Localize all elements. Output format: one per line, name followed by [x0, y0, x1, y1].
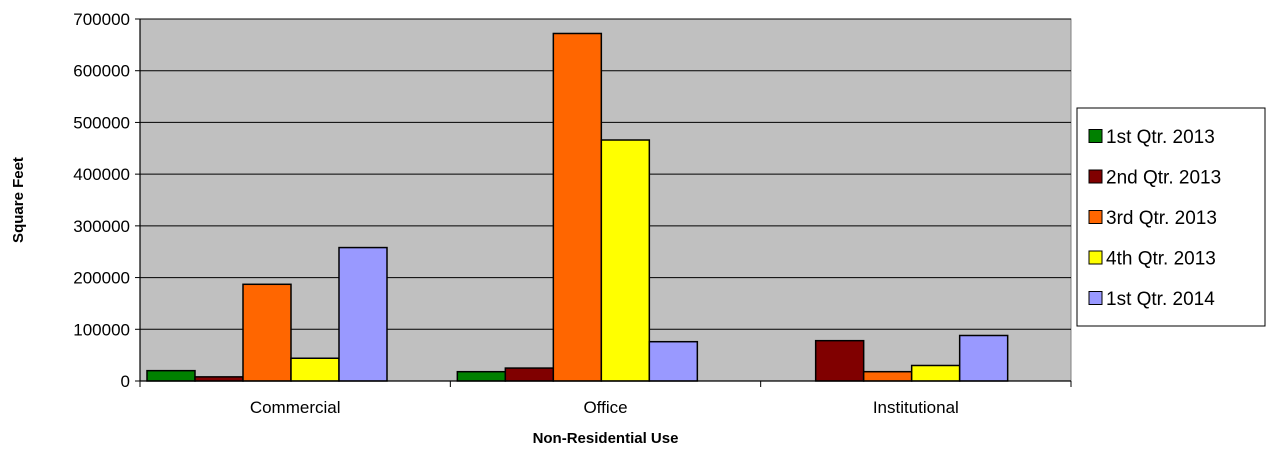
bar	[338, 246, 388, 382]
y-tick-label: 200000	[73, 269, 130, 288]
x-tick-label: Office	[583, 398, 627, 417]
legend-label: 1st Qtr. 2014	[1106, 289, 1215, 310]
legend-item: 3rd Qtr. 2013	[1088, 208, 1217, 229]
bar	[504, 367, 555, 382]
x-axis-title: Non-Residential Use	[533, 430, 679, 447]
legend-item: 2nd Qtr. 2013	[1088, 168, 1221, 189]
legend-swatch	[1088, 291, 1103, 305]
legend-swatch	[1088, 250, 1103, 265]
y-tick-label: 500000	[73, 113, 130, 132]
x-tick-label: Institutional	[873, 398, 959, 417]
bar	[648, 340, 699, 382]
plot-area	[135, 18, 1072, 387]
bar	[242, 283, 292, 382]
legend-label: 2nd Qtr. 2013	[1106, 168, 1221, 189]
bar	[814, 339, 865, 382]
bars	[146, 32, 1009, 382]
x-tick-label: Commercial	[250, 398, 341, 417]
bar	[958, 334, 1009, 382]
legend-label: 4th Qtr. 2013	[1106, 249, 1216, 270]
x-axis-tick-labels: Commercial Office Institutional	[250, 398, 959, 417]
legend-swatch	[1088, 169, 1103, 184]
bar	[600, 139, 651, 382]
bar	[146, 369, 196, 382]
y-tick-label: 300000	[73, 217, 130, 236]
legend-item: 1st Qtr. 2014	[1088, 289, 1215, 310]
legend-item: 1st Qtr. 2013	[1088, 127, 1215, 148]
bar	[290, 357, 340, 382]
legend-label: 3rd Qtr. 2013	[1106, 208, 1217, 229]
legend-box	[1076, 107, 1266, 327]
axes	[135, 18, 1072, 387]
legend-item: 4th Qtr. 2013	[1088, 249, 1216, 270]
y-tick-label: 0	[121, 372, 130, 391]
y-tick-label: 400000	[73, 165, 130, 184]
bar	[194, 376, 244, 382]
y-tick-label: 600000	[73, 62, 130, 81]
legend-label: 1st Qtr. 2013	[1106, 127, 1215, 148]
bar	[456, 370, 507, 382]
y-axis-title: Square Feet	[10, 157, 27, 243]
legend-swatch	[1088, 129, 1103, 143]
bar	[910, 364, 961, 382]
legend-swatch	[1088, 210, 1103, 224]
y-tick-label: 100000	[73, 320, 130, 339]
gridlines	[140, 18, 1071, 330]
legend: 1st Qtr. 2013 2nd Qtr. 2013 3rd Qtr. 2013 4…	[1076, 107, 1266, 327]
y-axis-tick-labels: 0 100000 200000 300000 400000 500000 600000 700…	[73, 10, 130, 391]
y-tick-label: 700000	[73, 10, 130, 29]
bar	[862, 370, 913, 382]
bar	[552, 32, 603, 382]
